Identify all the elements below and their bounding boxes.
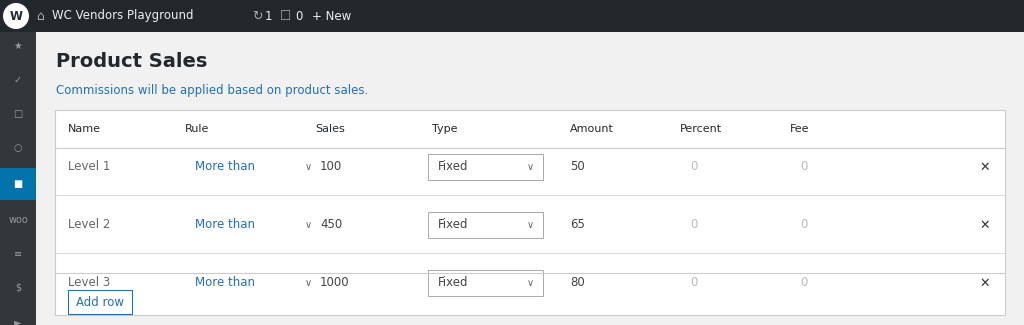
Text: ✓: ✓ bbox=[14, 75, 23, 85]
Text: ★: ★ bbox=[13, 41, 23, 51]
Text: ↻: ↻ bbox=[252, 9, 262, 22]
Text: + New: + New bbox=[312, 9, 351, 22]
Text: ☐: ☐ bbox=[280, 9, 291, 22]
Text: Name: Name bbox=[68, 124, 101, 134]
Text: ∨: ∨ bbox=[305, 278, 312, 288]
Text: Type: Type bbox=[432, 124, 458, 134]
Text: 0: 0 bbox=[800, 218, 807, 231]
Text: Add row: Add row bbox=[76, 295, 124, 308]
Text: 65: 65 bbox=[570, 218, 585, 231]
Text: 0: 0 bbox=[800, 161, 807, 174]
Text: Fixed: Fixed bbox=[438, 161, 469, 174]
Text: Level 3: Level 3 bbox=[68, 277, 111, 290]
Text: Fixed: Fixed bbox=[438, 218, 469, 231]
Text: Amount: Amount bbox=[570, 124, 613, 134]
Bar bbox=[55, 110, 1005, 315]
Text: Sales: Sales bbox=[315, 124, 345, 134]
Text: 0: 0 bbox=[690, 161, 697, 174]
Text: $: $ bbox=[15, 283, 22, 293]
Bar bbox=[0, 32, 36, 325]
Text: More than: More than bbox=[195, 161, 255, 174]
Text: ⌂: ⌂ bbox=[36, 9, 44, 22]
Text: 80: 80 bbox=[570, 277, 585, 290]
Text: ∨: ∨ bbox=[527, 278, 535, 288]
Text: ■: ■ bbox=[13, 179, 23, 189]
Text: Fee: Fee bbox=[790, 124, 810, 134]
Text: ✕: ✕ bbox=[980, 161, 990, 174]
Text: 1: 1 bbox=[265, 9, 272, 22]
Text: More than: More than bbox=[195, 218, 255, 231]
Bar bbox=[428, 270, 543, 296]
Circle shape bbox=[3, 3, 29, 29]
Text: 450: 450 bbox=[319, 218, 342, 231]
Text: ►: ► bbox=[14, 317, 22, 325]
Text: 1000: 1000 bbox=[319, 277, 349, 290]
Text: ∨: ∨ bbox=[527, 162, 535, 172]
Text: 0: 0 bbox=[690, 277, 697, 290]
Text: Product Sales: Product Sales bbox=[56, 52, 208, 71]
Text: Rule: Rule bbox=[185, 124, 209, 134]
Bar bbox=[0, 168, 36, 200]
Text: 100: 100 bbox=[319, 161, 342, 174]
Text: WC Vendors Playground: WC Vendors Playground bbox=[52, 9, 194, 22]
Bar bbox=[0, 0, 1024, 32]
Text: woo: woo bbox=[8, 215, 28, 225]
Text: Level 1: Level 1 bbox=[68, 161, 111, 174]
Text: ✕: ✕ bbox=[980, 218, 990, 231]
Text: ✕: ✕ bbox=[980, 277, 990, 290]
Text: 0: 0 bbox=[295, 9, 302, 22]
Text: 0: 0 bbox=[800, 277, 807, 290]
Text: ○: ○ bbox=[13, 143, 23, 153]
Text: ∨: ∨ bbox=[305, 162, 312, 172]
Text: Fixed: Fixed bbox=[438, 277, 469, 290]
Text: ∨: ∨ bbox=[305, 220, 312, 230]
Text: Level 2: Level 2 bbox=[68, 218, 111, 231]
Text: Commissions will be applied based on product sales.: Commissions will be applied based on pro… bbox=[56, 84, 369, 97]
Bar bbox=[428, 212, 543, 238]
Text: ≡: ≡ bbox=[14, 249, 23, 259]
Text: W: W bbox=[9, 9, 23, 22]
Text: Percent: Percent bbox=[680, 124, 722, 134]
Text: ∨: ∨ bbox=[527, 220, 535, 230]
Text: □: □ bbox=[13, 109, 23, 119]
Text: 50: 50 bbox=[570, 161, 585, 174]
Bar bbox=[428, 154, 543, 180]
Bar bbox=[68, 290, 132, 314]
Text: 0: 0 bbox=[690, 218, 697, 231]
Text: More than: More than bbox=[195, 277, 255, 290]
